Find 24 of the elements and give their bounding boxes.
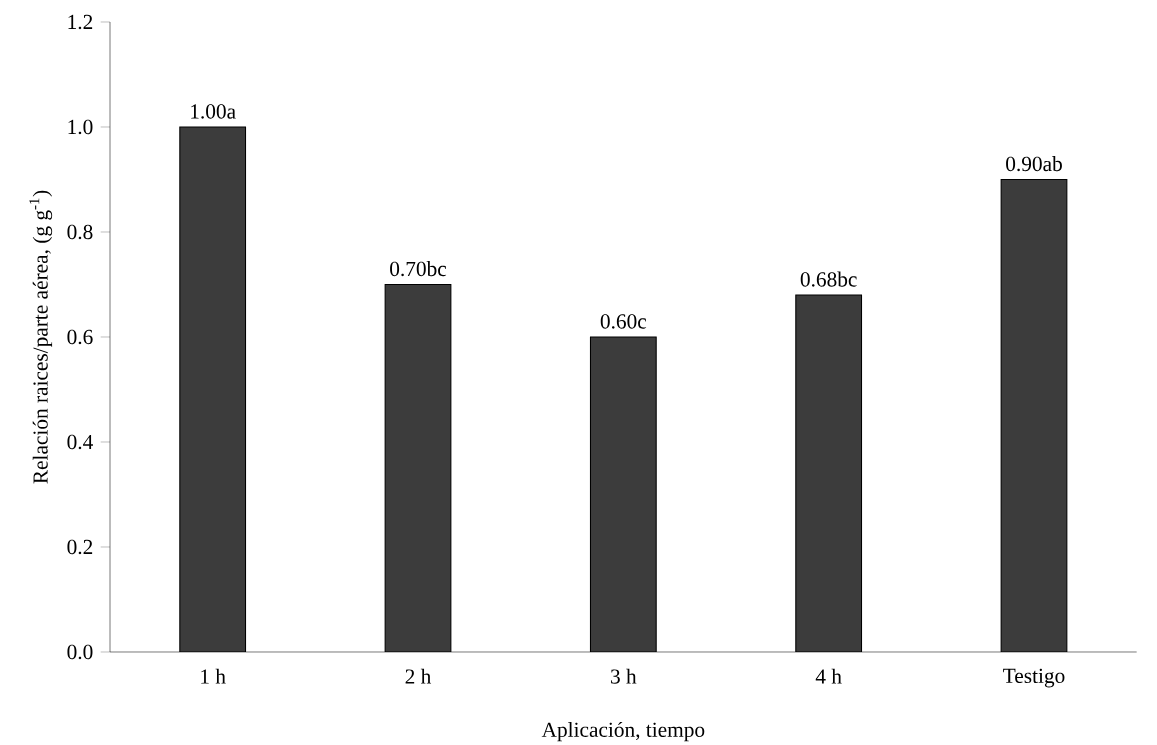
bar (1000, 178, 1068, 652)
data-label: 0.90ab (1006, 156, 1062, 172)
data-label: 1.00a (191, 104, 236, 119)
y-axis-title: Relación raices/parte aérea, (g g$^{-1}$) (29, 190, 53, 484)
y-tick-label: 0.8 (67, 224, 93, 240)
y-tick-label: 1.2 (68, 14, 93, 30)
x-tick-label: 1 h (201, 668, 226, 684)
x-axis-title: Aplicación, tiempo (541, 721, 705, 742)
data-label: 0.70bc (390, 261, 447, 277)
y-tick-label: 0.0 (67, 644, 93, 660)
data-label: 0.60c (600, 314, 647, 329)
x-tick-label: 4 h (815, 668, 842, 684)
y-tick-label: 0.2 (67, 539, 93, 555)
y-tick-label: 1.0 (68, 119, 93, 135)
x-tick-label: 3 h (611, 668, 637, 684)
bar (589, 336, 657, 652)
bar (795, 294, 863, 652)
data-label: 0.68bc (800, 271, 857, 287)
y-tick-label: 0.4 (67, 434, 93, 450)
y-tick-label: 0.6 (67, 329, 93, 345)
bar (179, 126, 247, 652)
x-tick-label: Testigo (1003, 668, 1065, 688)
x-tick-label: 2 h (405, 668, 432, 684)
bar (384, 283, 452, 652)
